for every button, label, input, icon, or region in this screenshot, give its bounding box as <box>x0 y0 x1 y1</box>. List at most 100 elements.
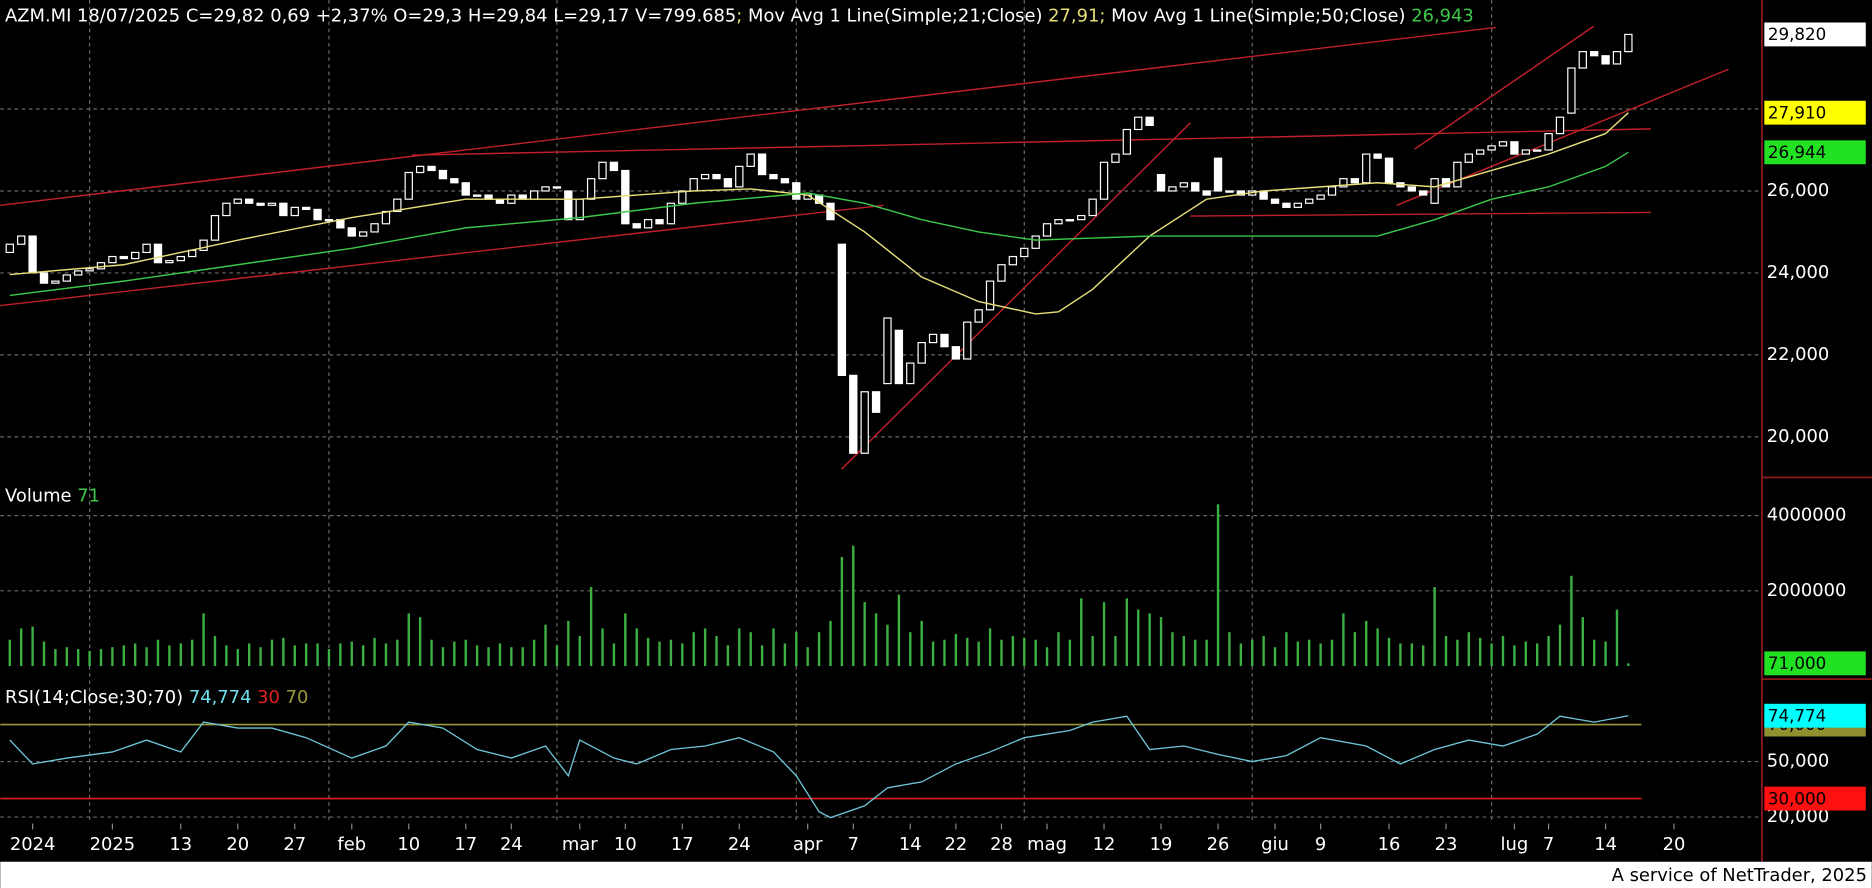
volume-bar <box>692 632 695 667</box>
candle <box>1259 190 1268 200</box>
candle <box>1362 153 1371 184</box>
volume-bar <box>1399 643 1402 667</box>
price-tag <box>1764 100 1866 125</box>
x-tick-label: 19 <box>1150 834 1173 855</box>
volume-bar <box>304 643 308 667</box>
candle <box>427 165 436 172</box>
x-tick-label: giu <box>1261 834 1289 855</box>
candle <box>1327 186 1337 196</box>
candle <box>131 251 140 260</box>
x-tick-label: 17 <box>671 834 694 855</box>
y-tick-label: 22,000 <box>1767 344 1830 365</box>
candle <box>176 255 185 262</box>
candle <box>769 173 778 180</box>
trend-line <box>1396 68 1729 206</box>
volume-bar <box>1239 643 1243 667</box>
volume-bar <box>1330 639 1334 667</box>
volume-bar <box>1365 620 1368 667</box>
candle <box>472 194 482 197</box>
y-tick-label: 20,000 <box>1767 426 1830 447</box>
candle <box>1453 161 1462 188</box>
price-tag-label: 71,000 <box>1768 653 1826 673</box>
volume-bar <box>1114 635 1117 667</box>
volume-bar <box>1410 643 1414 667</box>
volume-bar <box>430 639 433 667</box>
volume-bar <box>795 632 798 667</box>
ma-name: Mov Avg 1 Line(Simple;21;Close) <box>748 6 1042 27</box>
volume-bar <box>464 639 467 667</box>
y-tick-label: 50,000 <box>1767 751 1830 772</box>
candle <box>564 190 573 221</box>
volume-bar <box>487 647 490 667</box>
volume-bar <box>145 647 148 667</box>
candle <box>1419 190 1428 196</box>
candle <box>1225 190 1234 193</box>
x-tick-label: 23 <box>1435 834 1458 855</box>
footer: A service of NetTrader, 2025 <box>1612 865 1867 886</box>
candle <box>96 262 106 270</box>
grid <box>0 0 1761 824</box>
separator: ; <box>736 6 742 27</box>
volume-bar <box>874 613 878 667</box>
volume-bar <box>54 649 57 667</box>
volume-bar <box>20 628 23 667</box>
x-tick-label: 2024 <box>10 834 56 855</box>
candle <box>1122 128 1132 155</box>
candle <box>951 346 961 360</box>
volume-bar <box>920 620 923 667</box>
trend-line <box>1414 25 1595 150</box>
x-tick-label: 26 <box>1207 834 1230 855</box>
volume-bar <box>1091 635 1094 667</box>
y-tick-label: 20,000 <box>1767 806 1830 827</box>
volume-bar <box>589 587 593 667</box>
trend-line <box>1190 211 1651 217</box>
volume-bar <box>1422 645 1425 667</box>
x-tick-label: mar <box>562 834 598 855</box>
x-tick-label: 24 <box>500 834 523 855</box>
candle <box>757 153 767 176</box>
x-tick-label: 24 <box>728 834 751 855</box>
candle <box>1384 157 1394 184</box>
volume-bar <box>259 647 262 667</box>
volume-bar <box>453 641 456 667</box>
candle <box>917 341 926 364</box>
volume-bar <box>863 602 866 667</box>
volume-bar <box>988 628 992 667</box>
volume-bar <box>1592 639 1596 667</box>
volume-header: Volume 71 <box>5 486 100 507</box>
volume-bar <box>236 649 239 667</box>
x-tick-label: 10 <box>614 834 637 855</box>
volume-bar <box>1205 639 1208 667</box>
volume-bar <box>715 635 718 667</box>
x-tick-label: feb <box>337 834 366 855</box>
candle <box>244 198 254 204</box>
candle <box>233 198 242 204</box>
candle <box>1544 132 1553 151</box>
volume-bar <box>1627 663 1630 667</box>
price-tag <box>1764 651 1866 676</box>
volume-bar <box>1570 575 1573 667</box>
trend-line <box>412 128 1651 156</box>
candle <box>1316 194 1325 200</box>
volume-bar <box>1000 639 1003 667</box>
candle <box>1407 186 1416 192</box>
candle <box>849 374 858 454</box>
volume-bar <box>1604 641 1607 667</box>
candle <box>153 243 163 264</box>
volume-bar <box>635 628 638 667</box>
x-tick-label: lug <box>1501 834 1529 855</box>
volume-bar <box>909 632 912 667</box>
volume-bar <box>897 594 901 667</box>
level: 70 <box>286 687 309 708</box>
candle <box>370 223 379 233</box>
volume-bar <box>1148 613 1151 667</box>
volume-bar <box>886 624 889 667</box>
y-tick-label: 26,000 <box>1767 180 1830 201</box>
candle <box>28 235 37 274</box>
volume-bar <box>977 641 980 667</box>
x-tick-label: 16 <box>1378 834 1401 855</box>
x-tick-label: 12 <box>1093 834 1116 855</box>
candle <box>609 161 619 172</box>
y-tick-label: 4000000 <box>1767 505 1847 526</box>
volume-bar <box>1011 635 1015 667</box>
